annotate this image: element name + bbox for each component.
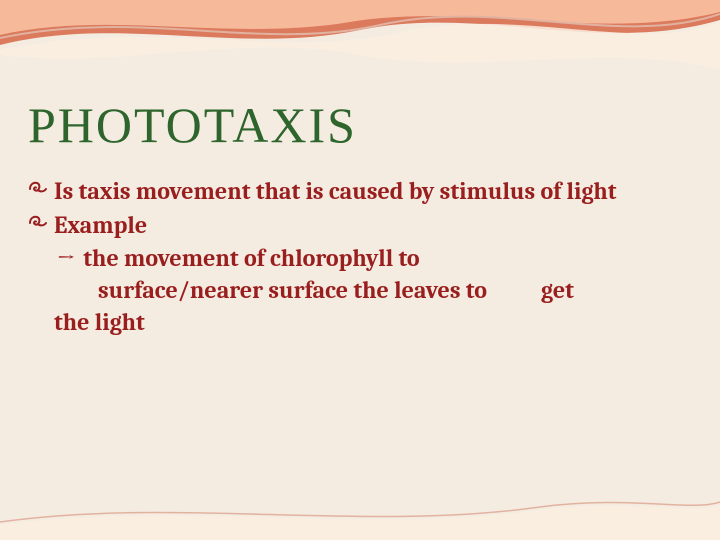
sub-text: surface/nearer surface the leaves to (98, 276, 487, 304)
sub-text: the light (54, 308, 145, 336)
bullet-item: Is taxis movement that is caused by stim… (28, 176, 688, 208)
curlicue-icon (28, 176, 54, 200)
sub-line-1: → the movement of chlorophyll to (28, 243, 688, 275)
arrow-icon: → (54, 243, 78, 275)
decorative-wave-bottom (0, 480, 720, 540)
sub-text: the movement of chlorophyll to (83, 244, 419, 272)
sub-line-2: surface/nearer surface the leaves to get (28, 275, 688, 307)
bullet-text: Is taxis movement that is caused by stim… (54, 176, 688, 208)
bullet-text: Example (54, 210, 688, 242)
curlicue-icon (28, 210, 54, 234)
slide-title: PHOTOTAXIS (28, 96, 357, 154)
body-text: Is taxis movement that is caused by stim… (28, 176, 688, 338)
decorative-wave-top (0, 0, 720, 90)
sub-line-3: the light (28, 307, 688, 339)
sub-text: get (541, 276, 574, 304)
bullet-item: Example (28, 210, 688, 242)
